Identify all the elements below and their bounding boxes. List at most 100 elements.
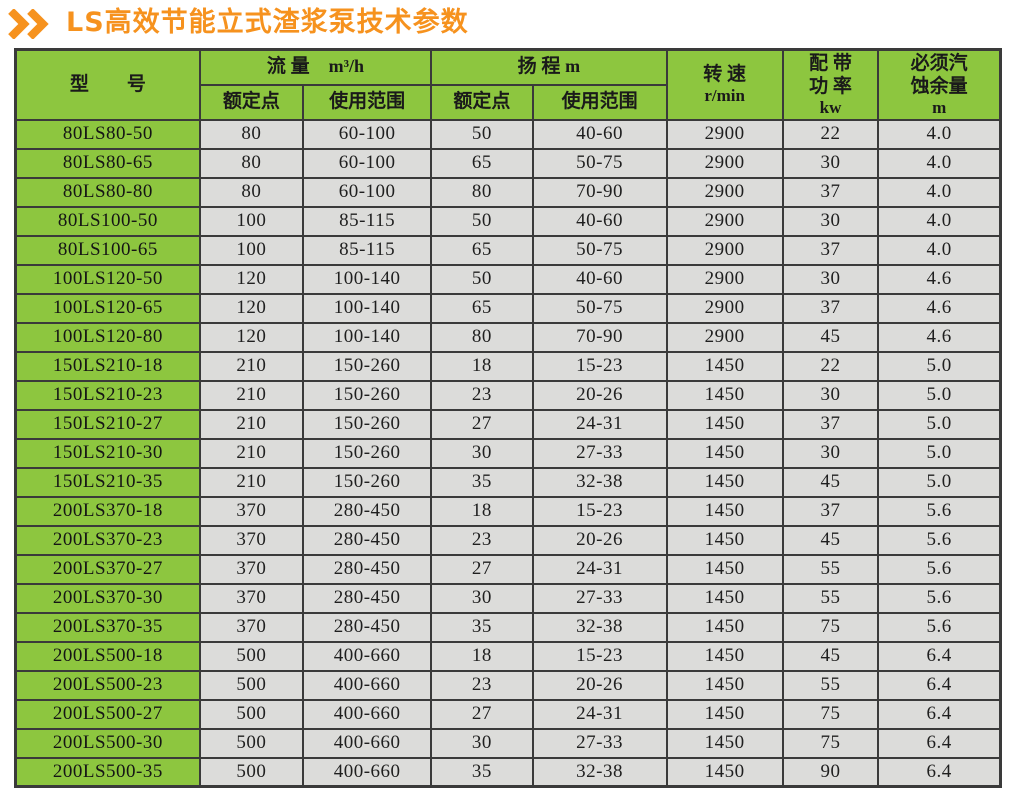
model-cell: 200LS370-23 bbox=[14, 524, 201, 556]
head-rated-cell: 18 bbox=[430, 350, 534, 382]
speed-cell: 2900 bbox=[665, 292, 784, 324]
flow-rated-cell: 120 bbox=[198, 263, 305, 295]
table-row: 200LS370-23 370 280-450 23 20-26 1450 45 5.6 bbox=[14, 524, 1002, 556]
page-title: LS高效节能立式渣浆泵技术参数 bbox=[66, 7, 469, 38]
head-rated-cell: 35 bbox=[430, 756, 534, 788]
speed-cell: 1450 bbox=[665, 669, 784, 701]
model-cell: 100LS120-65 bbox=[14, 292, 201, 324]
head-range-cell: 50-75 bbox=[531, 147, 668, 179]
flow-rated-cell: 120 bbox=[198, 321, 305, 353]
model-cell: 200LS370-35 bbox=[14, 611, 201, 643]
table-row: 200LS500-30 500 400-660 30 27-33 1450 75 6.4 bbox=[14, 727, 1002, 759]
speed-cell: 1450 bbox=[665, 698, 784, 730]
table-row: 200LS500-23 500 400-660 23 20-26 1450 55 6.4 bbox=[14, 669, 1002, 701]
flow-rated-cell: 210 bbox=[198, 437, 305, 469]
head-range-cell: 27-33 bbox=[531, 582, 668, 614]
power-cell: 45 bbox=[781, 524, 880, 556]
table-row: 200LS500-35 500 400-660 35 32-38 1450 90 6.4 bbox=[14, 756, 1002, 788]
speed-cell: 2900 bbox=[665, 176, 784, 208]
table-row: 200LS370-27 370 280-450 27 24-31 1450 55 5.6 bbox=[14, 553, 1002, 585]
flow-range-cell: 150-260 bbox=[302, 379, 433, 411]
flow-range-cell: 280-450 bbox=[302, 495, 433, 527]
head-range-cell: 40-60 bbox=[531, 205, 668, 237]
header-flow-rated-point: 额定点 bbox=[198, 83, 305, 121]
flow-range-cell: 280-450 bbox=[302, 524, 433, 556]
model-cell: 150LS210-23 bbox=[14, 379, 201, 411]
speed-cell: 2900 bbox=[665, 147, 784, 179]
title-bar: LS高效节能立式渣浆泵技术参数 bbox=[0, 0, 1016, 40]
model-cell: 100LS120-50 bbox=[14, 263, 201, 295]
head-rated-cell: 23 bbox=[430, 379, 534, 411]
flow-rated-cell: 500 bbox=[198, 727, 305, 759]
head-rated-cell: 30 bbox=[430, 582, 534, 614]
header-power-label-1: 配 带 bbox=[809, 53, 852, 75]
flow-range-cell: 400-660 bbox=[302, 698, 433, 730]
header-head-usage-range: 使用范围 bbox=[531, 83, 668, 121]
flow-range-cell: 85-115 bbox=[302, 205, 433, 237]
power-cell: 37 bbox=[781, 292, 880, 324]
flow-range-cell: 85-115 bbox=[302, 234, 433, 266]
npsh-cell: 5.0 bbox=[877, 437, 1002, 469]
flow-range-cell: 60-100 bbox=[302, 176, 433, 208]
power-cell: 55 bbox=[781, 553, 880, 585]
npsh-cell: 6.4 bbox=[877, 640, 1002, 672]
power-cell: 75 bbox=[781, 611, 880, 643]
table-body: 80LS80-50 80 60-100 50 40-60 2900 22 4.0 80LS80-… bbox=[14, 118, 1002, 788]
head-range-cell: 70-90 bbox=[531, 321, 668, 353]
npsh-cell: 6.4 bbox=[877, 756, 1002, 788]
header-speed-unit: r/min bbox=[704, 86, 745, 106]
model-cell: 200LS370-30 bbox=[14, 582, 201, 614]
npsh-cell: 4.0 bbox=[877, 118, 1002, 150]
header-power-unit: kw bbox=[819, 97, 842, 117]
flow-rated-cell: 370 bbox=[198, 582, 305, 614]
head-range-cell: 20-26 bbox=[531, 379, 668, 411]
model-cell: 100LS120-80 bbox=[14, 321, 201, 353]
head-range-cell: 15-23 bbox=[531, 495, 668, 527]
speed-cell: 2900 bbox=[665, 321, 784, 353]
flow-rated-cell: 370 bbox=[198, 553, 305, 585]
head-range-cell: 24-31 bbox=[531, 408, 668, 440]
flow-range-cell: 60-100 bbox=[302, 147, 433, 179]
model-cell: 200LS500-35 bbox=[14, 756, 201, 788]
speed-cell: 1450 bbox=[665, 640, 784, 672]
speed-cell: 2900 bbox=[665, 118, 784, 150]
parameters-table-container: 型 号 流 量 m³/h 扬 程 m 转 速 r/min 配 带 功 率 kw bbox=[14, 48, 1002, 788]
header-power-label-2: 功 率 bbox=[809, 75, 852, 97]
head-rated-cell: 23 bbox=[430, 524, 534, 556]
header-head-group: 扬 程 m bbox=[430, 48, 668, 86]
header-flow-group: 流 量 m³/h bbox=[198, 48, 433, 86]
head-range-cell: 32-38 bbox=[531, 466, 668, 498]
head-rated-cell: 23 bbox=[430, 669, 534, 701]
npsh-cell: 5.0 bbox=[877, 466, 1002, 498]
table-row: 150LS210-35 210 150-260 35 32-38 1450 45 5.0 bbox=[14, 466, 1002, 498]
table-row: 150LS210-18 210 150-260 18 15-23 1450 22 5.0 bbox=[14, 350, 1002, 382]
table-row: 150LS210-23 210 150-260 23 20-26 1450 30 5.0 bbox=[14, 379, 1002, 411]
speed-cell: 1450 bbox=[665, 495, 784, 527]
npsh-cell: 5.0 bbox=[877, 408, 1002, 440]
power-cell: 22 bbox=[781, 118, 880, 150]
header-head-unit: m bbox=[565, 56, 581, 77]
header-model: 型 号 bbox=[14, 48, 201, 121]
speed-cell: 2900 bbox=[665, 234, 784, 266]
head-rated-cell: 27 bbox=[430, 408, 534, 440]
power-cell: 45 bbox=[781, 321, 880, 353]
table-row: 80LS100-65 100 85-115 65 50-75 2900 37 4.0 bbox=[14, 234, 1002, 266]
flow-range-cell: 100-140 bbox=[302, 321, 433, 353]
header-head-rated-point: 额定点 bbox=[430, 83, 534, 121]
npsh-cell: 4.0 bbox=[877, 205, 1002, 237]
model-cell: 80LS80-80 bbox=[14, 176, 201, 208]
flow-range-cell: 150-260 bbox=[302, 408, 433, 440]
head-rated-cell: 18 bbox=[430, 640, 534, 672]
table-row: 150LS210-27 210 150-260 27 24-31 1450 37 5.0 bbox=[14, 408, 1002, 440]
head-rated-cell: 50 bbox=[430, 263, 534, 295]
head-range-cell: 27-33 bbox=[531, 727, 668, 759]
flow-range-cell: 100-140 bbox=[302, 292, 433, 324]
header-flow-usage-range: 使用范围 bbox=[302, 83, 433, 121]
model-cell: 200LS500-27 bbox=[14, 698, 201, 730]
speed-cell: 2900 bbox=[665, 205, 784, 237]
npsh-cell: 6.4 bbox=[877, 669, 1002, 701]
power-cell: 45 bbox=[781, 640, 880, 672]
flow-rated-cell: 100 bbox=[198, 234, 305, 266]
parameters-table: 型 号 流 量 m³/h 扬 程 m 转 速 r/min 配 带 功 率 kw bbox=[14, 48, 1002, 788]
